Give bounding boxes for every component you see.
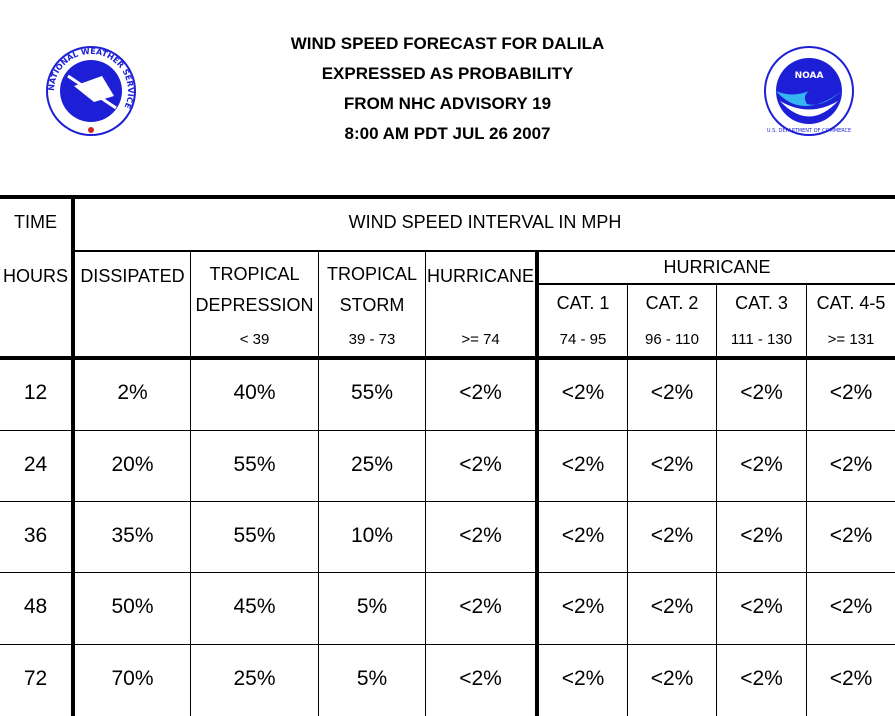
cat3-cell: <2% [740, 381, 783, 404]
row-divider [0, 501, 895, 502]
dissipated-cell: 35% [111, 524, 154, 547]
column-divider [716, 284, 717, 716]
td-cell: 55% [233, 453, 276, 476]
cat45-cell: <2% [829, 381, 873, 404]
cat45-label: CAT. 4-5 [816, 293, 886, 313]
dissipated-cell: 20% [111, 453, 154, 476]
cat3-cell: <2% [740, 595, 783, 618]
ts-range: 39 - 73 [348, 331, 396, 348]
column-divider [627, 284, 628, 716]
cat3-label: CAT. 3 [735, 293, 788, 313]
cat2-cell: <2% [650, 667, 694, 690]
cat45-cell: <2% [829, 524, 873, 547]
cat1-cell: <2% [561, 667, 605, 690]
dissipated-cell: 70% [111, 667, 154, 690]
cat45-cell: <2% [829, 595, 873, 618]
dissipated-cell: 2% [117, 381, 148, 404]
column-divider [806, 284, 807, 716]
title-line-1: WIND SPEED FORECAST FOR DALILA [290, 34, 605, 53]
ts-cell: 25% [350, 453, 394, 476]
time-label: TIME [14, 212, 57, 232]
hurricane-label: HURRICANE [426, 266, 534, 286]
ts-label-2: STORM [339, 295, 405, 315]
cat3-cell: <2% [740, 524, 783, 547]
cat45-range: >= 131 [827, 331, 875, 348]
td-label-2: DEPRESSION [195, 295, 314, 315]
ts-cell: 55% [350, 381, 394, 404]
td-range: < 39 [239, 331, 270, 348]
cat1-range: 74 - 95 [559, 331, 607, 348]
cat1-label: CAT. 1 [556, 293, 610, 313]
dissipated-label: DISSIPATED [80, 266, 185, 286]
table-top-border [0, 195, 895, 199]
cat45-cell: <2% [829, 667, 873, 690]
cat2-label: CAT. 2 [645, 293, 699, 313]
cat2-cell: <2% [650, 595, 694, 618]
cat3-cell: <2% [740, 667, 783, 690]
hours-label: HOURS [2, 266, 68, 286]
time-cell: 48 [23, 595, 48, 618]
hurricane-group-border [535, 251, 539, 716]
hurricane-cell: <2% [459, 453, 502, 476]
cat3-cell: <2% [740, 453, 783, 476]
time-cell: 36 [23, 524, 48, 547]
svg-text:NOAA: NOAA [795, 71, 824, 81]
hurricane-range: >= 74 [461, 331, 500, 348]
ts-cell: 10% [350, 524, 394, 547]
hurricane-cell: <2% [459, 381, 502, 404]
cat1-cell: <2% [561, 524, 605, 547]
title-line-2: EXPRESSED AS PROBABILITY [321, 64, 574, 83]
time-cell: 24 [23, 453, 48, 476]
dissipated-cell: 50% [111, 595, 154, 618]
td-cell: 25% [233, 667, 276, 690]
cat1-cell: <2% [561, 453, 605, 476]
cat2-range: 96 - 110 [645, 331, 699, 348]
svg-text:U.S. DEPARTMENT OF COMMERCE: U.S. DEPARTMENT OF COMMERCE [767, 128, 851, 134]
row-divider [0, 644, 895, 645]
title-line-4: 8:00 AM PDT JUL 26 2007 [344, 124, 551, 143]
td-label-1: TROPICAL [209, 264, 300, 284]
cat3-range: 111 - 130 [730, 331, 793, 348]
td-cell: 55% [233, 524, 276, 547]
time-column-border [71, 195, 75, 716]
ts-cell: 5% [356, 595, 388, 618]
interval-title: WIND SPEED INTERVAL IN MPH [348, 212, 622, 232]
cat45-cell: <2% [829, 453, 873, 476]
title-line-3: FROM NHC ADVISORY 19 [343, 94, 552, 113]
header-divider [72, 250, 895, 252]
td-cell: 40% [233, 381, 276, 404]
column-divider [425, 251, 426, 716]
hurricane-cell: <2% [459, 667, 502, 690]
nws-logo-icon: NATIONAL WEATHER SERVICE [46, 46, 136, 136]
cat2-cell: <2% [650, 524, 694, 547]
column-divider [318, 251, 319, 716]
row-divider [0, 430, 895, 431]
header-bottom-border [0, 356, 895, 360]
hurricane-cell: <2% [459, 595, 502, 618]
hurricane-cell: <2% [459, 524, 502, 547]
noaa-logo-icon: NOAA U.S. DEPARTMENT OF COMMERCE [764, 46, 854, 136]
cat1-cell: <2% [561, 381, 605, 404]
cat2-cell: <2% [650, 381, 694, 404]
ts-cell: 5% [356, 667, 388, 690]
td-cell: 45% [233, 595, 276, 618]
row-divider [0, 572, 895, 573]
column-divider [190, 251, 191, 716]
ts-label-1: TROPICAL [326, 264, 418, 284]
time-cell: 12 [23, 381, 48, 404]
hurricane-group-label: HURRICANE [663, 257, 771, 277]
cat2-cell: <2% [650, 453, 694, 476]
time-cell: 72 [23, 667, 48, 690]
cat1-cell: <2% [561, 595, 605, 618]
